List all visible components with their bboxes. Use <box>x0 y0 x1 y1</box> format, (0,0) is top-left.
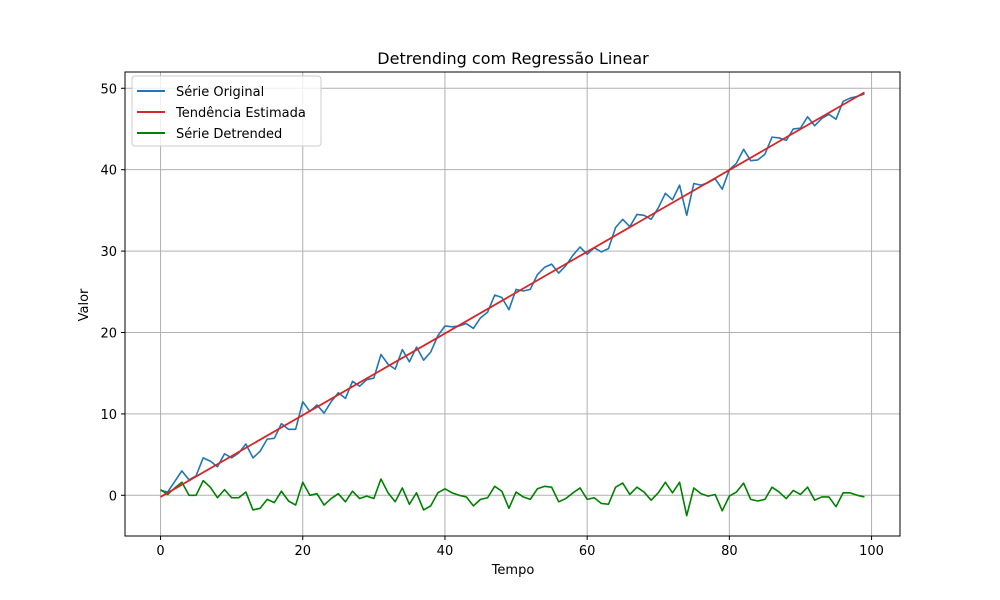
series-line-detrended <box>160 478 865 517</box>
legend-label-detrended: Série Detrended <box>176 127 282 142</box>
plot-frame <box>124 71 901 537</box>
y-tick-label: 20 <box>100 326 117 341</box>
y-tick-label: 30 <box>100 245 117 260</box>
x-tick-label: 60 <box>579 544 596 559</box>
y-tick-label: 0 <box>109 489 117 504</box>
y-tick-label: 50 <box>100 82 117 97</box>
axis-ticks: 0 20 40 60 80 100 0 10 20 30 40 50 <box>100 82 884 559</box>
series-line-original <box>160 93 865 493</box>
series-lines <box>160 91 865 517</box>
series-line-trend <box>160 91 865 498</box>
x-tick-label: 0 <box>156 544 164 559</box>
legend-box <box>131 75 322 147</box>
chart-title: Detrending com Regressão Linear <box>377 49 649 68</box>
y-tick-label: 10 <box>100 408 117 423</box>
y-tick-label: 40 <box>100 164 117 179</box>
legend: Série Original Tendência Estimada Série … <box>131 75 322 147</box>
x-tick-label: 100 <box>859 544 884 559</box>
x-tick-label: 20 <box>294 544 311 559</box>
x-tick-label: 40 <box>437 544 454 559</box>
x-tick-label: 80 <box>721 544 738 559</box>
x-axis-label: Tempo <box>491 563 535 578</box>
y-axis-label: Valor <box>77 288 92 321</box>
legend-label-trend: Tendência Estimada <box>175 106 306 121</box>
legend-label-original: Série Original <box>176 85 264 100</box>
